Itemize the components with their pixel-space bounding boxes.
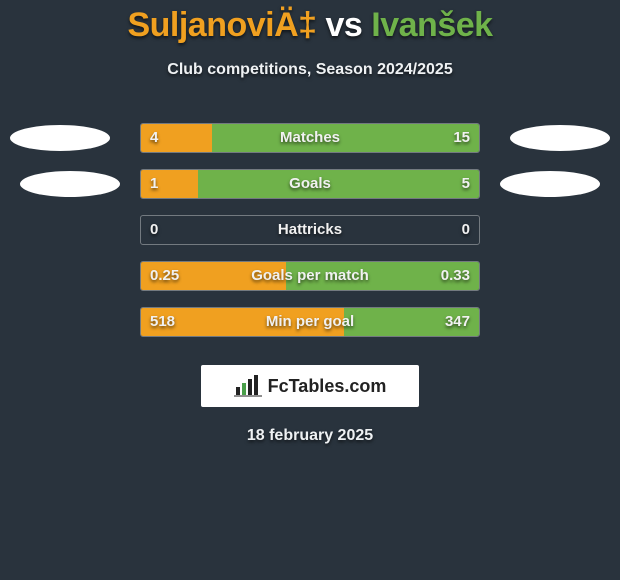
metric-label: Min per goal [140,307,480,337]
brand-logo: FcTables.com [201,365,419,407]
metric-row: 415Matches [0,115,620,161]
brand-text: FcTables.com [268,376,387,397]
title-left: SuljanoviÄ‡ [127,6,316,44]
metric-label: Goals per match [140,261,480,291]
metric-label: Hattricks [140,215,480,245]
metric-row: 15Goals [0,161,620,207]
metric-rows: 415Matches15Goals00Hattricks0.250.33Goal… [0,115,620,345]
title-mid: vs [317,6,372,44]
player-marker-left [20,171,120,197]
subtitle: Club competitions, Season 2024/2025 [0,61,620,79]
player-marker-left [10,125,110,151]
bar-chart-icon [234,375,262,397]
comparison-card: SuljanoviÄ‡ vs Ivanšek Club competitions… [0,0,620,445]
page-title: SuljanoviÄ‡ vs Ivanšek [0,0,620,45]
player-marker-right [500,171,600,197]
title-right: Ivanšek [371,6,492,44]
metric-row: 518347Min per goal [0,299,620,345]
metric-label: Matches [140,123,480,153]
player-marker-right [510,125,610,151]
date-label: 18 february 2025 [0,427,620,445]
metric-row: 00Hattricks [0,207,620,253]
metric-label: Goals [140,169,480,199]
metric-row: 0.250.33Goals per match [0,253,620,299]
